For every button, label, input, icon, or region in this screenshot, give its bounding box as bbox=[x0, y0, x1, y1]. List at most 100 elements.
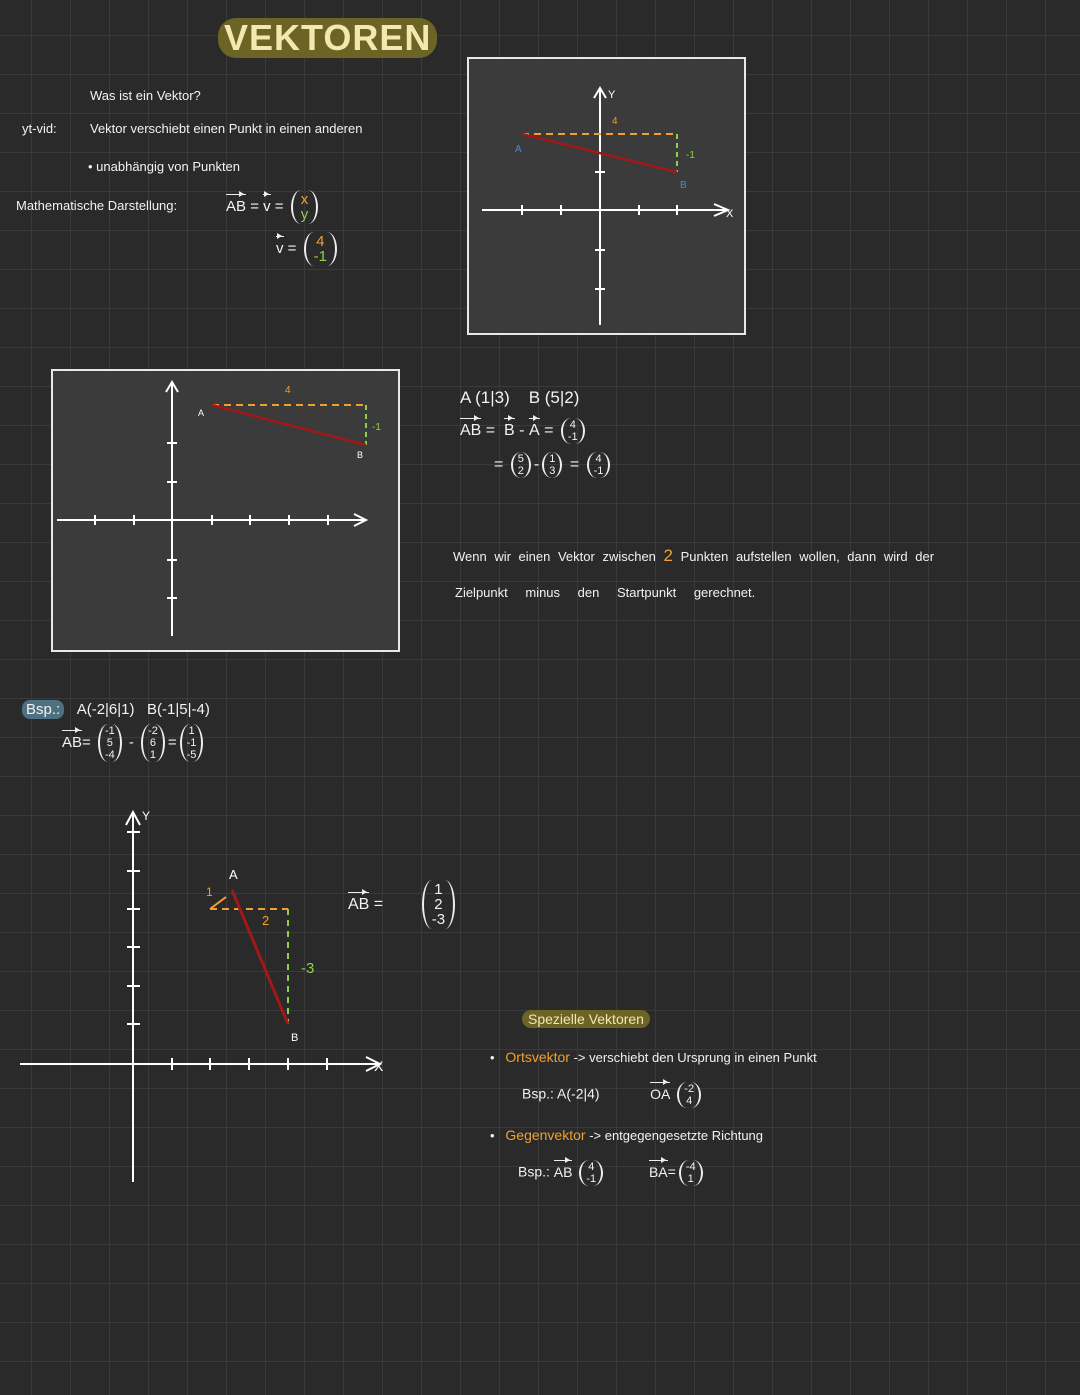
point-a: A (1|3) bbox=[460, 388, 510, 407]
dz-line bbox=[209, 896, 227, 910]
minus: - bbox=[533, 456, 540, 474]
equals: = bbox=[274, 197, 284, 215]
example-points: Bsp.: A(-2|6|1) B(-1|5|-4) bbox=[22, 700, 210, 719]
ticks bbox=[521, 171, 678, 290]
entry: -2 bbox=[684, 1083, 695, 1095]
example-vector: -2 4 bbox=[677, 1082, 702, 1108]
calc-points: A (1|3) B (5|2) bbox=[460, 388, 579, 408]
dx-label: 4 bbox=[285, 385, 291, 396]
point-a: A(-2|6|1) bbox=[76, 701, 135, 718]
diagram-mid: A B 4 -1 bbox=[57, 380, 381, 636]
ticks bbox=[127, 831, 328, 1070]
vector-example: 4 -1 bbox=[303, 232, 337, 266]
entry: 3 bbox=[549, 465, 556, 477]
x-label: X bbox=[374, 1058, 384, 1074]
equals: = bbox=[373, 895, 384, 913]
point-b: B (5|2) bbox=[528, 388, 580, 407]
b-vector: -1 5 -4 bbox=[97, 724, 122, 762]
entry: -1 bbox=[104, 725, 115, 737]
equals: = bbox=[569, 456, 580, 474]
diagram-mid-frame bbox=[51, 369, 400, 652]
point-a-label: A bbox=[198, 408, 204, 418]
example-label: Bsp.: bbox=[522, 1085, 554, 1102]
point-b-label: B bbox=[680, 180, 687, 191]
entry: 1 bbox=[149, 749, 157, 761]
item-desc: -> entgegengesetzte Richtung bbox=[589, 1128, 764, 1143]
entry: -1 bbox=[186, 737, 197, 749]
dy-label: -3 bbox=[301, 960, 314, 977]
explanation-line2: Zielpunkt minus den Startpunkt gerechnet… bbox=[455, 585, 756, 600]
example-vector: 4 -1 bbox=[579, 1160, 604, 1186]
equals: = bbox=[287, 239, 297, 257]
point-b-label: B bbox=[357, 450, 363, 460]
result-name: BA bbox=[648, 1156, 668, 1180]
entry: y bbox=[300, 206, 309, 223]
result-vector: 4 -1 bbox=[586, 452, 611, 478]
entry: 2 bbox=[517, 465, 524, 477]
dy-label: -1 bbox=[686, 150, 695, 161]
heading-text: Spezielle Vektoren bbox=[522, 1010, 650, 1028]
equals: = bbox=[485, 422, 496, 440]
entry: -2 bbox=[148, 725, 158, 737]
result-vector: 1 2 -3 bbox=[421, 880, 456, 929]
entry: -3 bbox=[431, 911, 446, 928]
bullet-label: unabhängig von Punkten bbox=[96, 159, 241, 174]
entry: 1 bbox=[188, 725, 195, 737]
example-point: A(-2|4) bbox=[557, 1085, 600, 1102]
entry: 4 bbox=[595, 453, 602, 465]
vector-name: OA bbox=[650, 1078, 671, 1102]
entry: -1 bbox=[567, 431, 578, 443]
x-axis-arrow bbox=[713, 203, 731, 217]
vector-line bbox=[521, 132, 678, 174]
a-vector: -2 6 1 bbox=[141, 724, 165, 762]
x-axis-arrow bbox=[365, 1056, 383, 1072]
vector-v: v bbox=[276, 232, 284, 257]
entry: 6 bbox=[149, 737, 157, 749]
diagram-top: Y X A B 4 -1 bbox=[482, 86, 734, 325]
vector-line bbox=[230, 889, 290, 1025]
math-example: v = 4 -1 bbox=[276, 232, 340, 266]
text: Punkten aufstellen wollen, dann wird der bbox=[680, 549, 935, 564]
diagram-top-frame bbox=[467, 57, 746, 335]
entry: 4 bbox=[588, 1161, 595, 1173]
equals: = bbox=[494, 456, 504, 474]
result-vector: 1 -1 -5 bbox=[179, 724, 204, 762]
highlight: 2 bbox=[663, 546, 674, 565]
item-desc: -> verschiebt den Ursprung in einen Punk… bbox=[573, 1050, 817, 1065]
entry: -1 bbox=[586, 1173, 597, 1185]
dz-label: 1 bbox=[206, 885, 213, 899]
entry: 1 bbox=[434, 881, 443, 898]
item-name: Gegenvektor bbox=[505, 1127, 586, 1143]
calc-line1: AB = B - A = 4 -1 bbox=[460, 415, 588, 444]
entry: 5 bbox=[517, 453, 524, 465]
entry: 4 bbox=[686, 1095, 693, 1107]
result-vector: 4 -1 bbox=[560, 418, 585, 444]
entry: -1 bbox=[313, 248, 327, 265]
equals: = bbox=[167, 733, 177, 751]
math-label: Mathematische Darstellung: bbox=[16, 198, 178, 213]
vector-ab: AB bbox=[460, 415, 482, 440]
intro-question: Was ist ein Vektor? bbox=[90, 88, 201, 103]
equals: = bbox=[82, 733, 91, 751]
example-label: Bsp.: bbox=[22, 700, 65, 719]
entry: -4 bbox=[685, 1161, 696, 1173]
entry: 2 bbox=[434, 896, 443, 913]
definition: Vektor verschiebt einen Punkt in einen a… bbox=[90, 121, 363, 136]
text: Wenn wir einen Vektor zwischen bbox=[453, 549, 656, 564]
y-axis-arrow bbox=[125, 809, 141, 826]
ticks bbox=[94, 442, 329, 599]
x-label: X bbox=[726, 208, 734, 220]
item-name: Ortsvektor bbox=[505, 1049, 570, 1065]
vector-b: B bbox=[504, 415, 515, 440]
equals: = bbox=[250, 197, 259, 215]
dx-label: 4 bbox=[612, 116, 618, 127]
special-example-ortsvektor: Bsp.: A(-2|4) OA -2 4 bbox=[522, 1078, 704, 1108]
y-axis-arrow bbox=[165, 380, 179, 393]
bottom-result: AB = 1 2 -3 bbox=[348, 880, 458, 929]
